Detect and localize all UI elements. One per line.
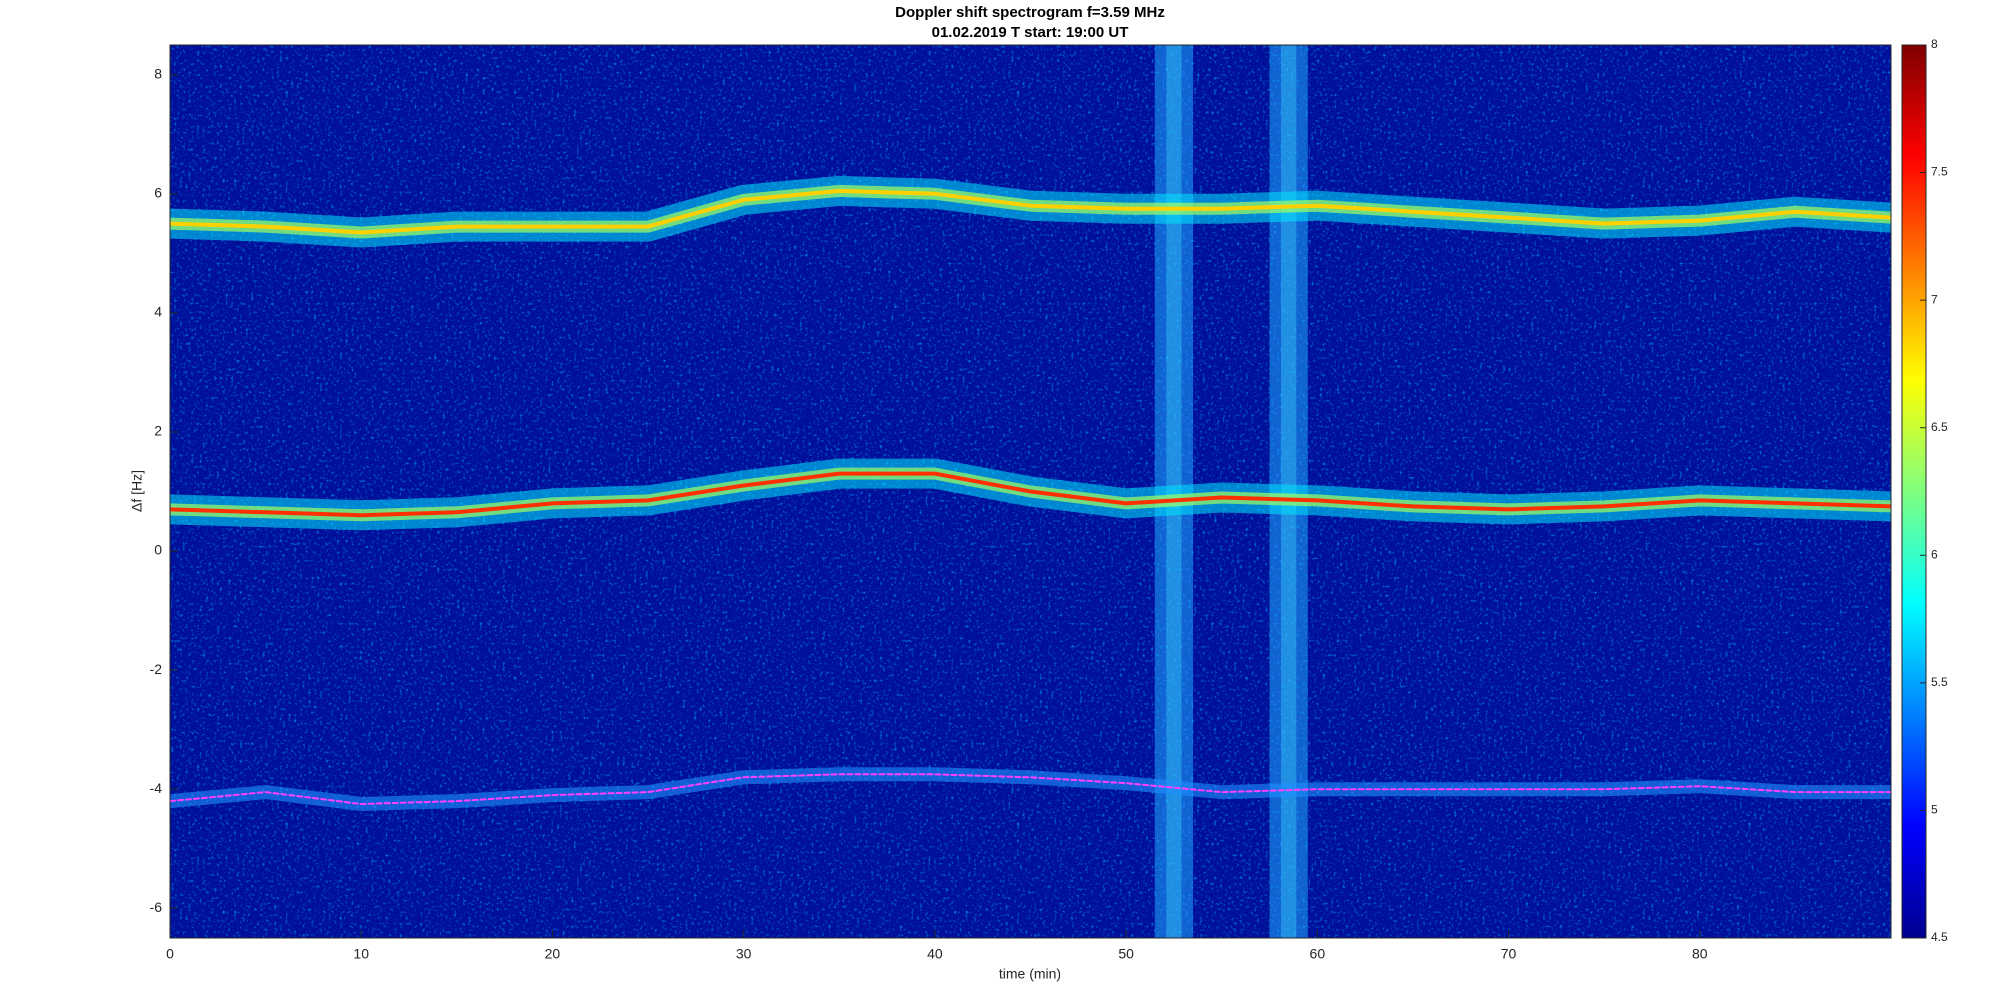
x-tick-label: 20 [545,946,561,962]
colorbar [1901,44,1927,939]
y-tick-label: 8 [154,65,162,81]
x-tick-label: 50 [1118,946,1134,962]
x-axis-label: time (min) [999,966,1061,982]
chart-title: Doppler shift spectrogram f=3.59 MHz [895,4,1165,21]
colorbar-tick-label: 7.5 [1931,165,1948,179]
x-tick-label: 40 [927,946,943,962]
x-tick-label: 0 [166,946,174,962]
y-tick-label: 4 [154,304,162,320]
chart-subtitle: 01.02.2019 T start: 19:00 UT [932,24,1129,41]
trace [170,773,1891,805]
y-tick-label: -6 [150,899,163,915]
y-axis-label: Δf [Hz] [129,470,145,512]
colorbar-tick-label: 5 [1931,803,1938,817]
x-tick-label: 60 [1310,946,1326,962]
y-tick-label: -4 [150,780,163,796]
trace [170,188,1891,235]
colorbar-tick-label: 6.5 [1931,420,1948,434]
x-tick-label: 70 [1501,946,1517,962]
plot-area [170,45,1891,938]
colorbar-tick-label: 8 [1931,37,1938,51]
plot-frame [169,44,1892,939]
colorbar-tick-label: 6 [1931,547,1938,561]
x-tick-label: 30 [736,946,752,962]
y-tick-label: 0 [154,542,162,558]
y-tick-label: 2 [154,423,162,439]
colorbar-tick-label: 4.5 [1931,930,1948,944]
colorbar-tick-label: 7 [1931,292,1938,306]
trace [170,471,1891,518]
x-tick-label: 80 [1692,946,1708,962]
y-tick-label: -2 [150,661,163,677]
x-tick-label: 10 [353,946,369,962]
colorbar-tick-label: 5.5 [1931,675,1948,689]
y-tick-label: 6 [154,185,162,201]
